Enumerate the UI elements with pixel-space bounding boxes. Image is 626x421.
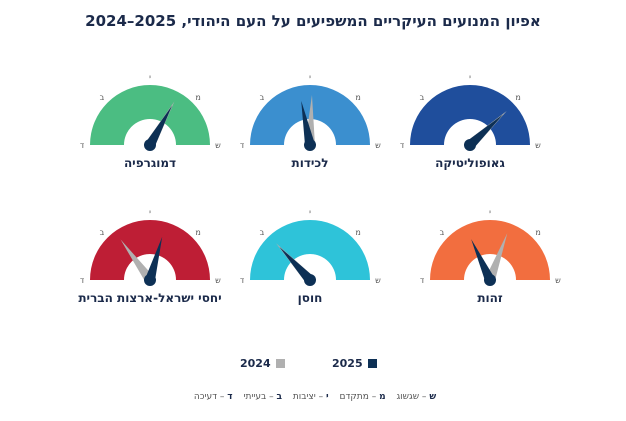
key-abbr: י: [326, 392, 329, 402]
gauge-arc: [90, 220, 210, 280]
gauge-label: זהות: [477, 291, 503, 305]
gauge-tick-label: ש: [215, 276, 221, 285]
gauge-tick-label: ש: [375, 276, 381, 285]
gauge-1: ש מ י ב ד גאופוליטיקה: [400, 73, 541, 170]
key-abbr: ד: [227, 392, 233, 402]
gauge-tick-label: י: [469, 73, 471, 82]
legend-label-2024: 2024: [240, 357, 271, 370]
gauge-tick-label: ד: [80, 141, 85, 150]
gauge-tick-label: ד: [400, 141, 405, 150]
key-abbr: ב: [276, 392, 282, 402]
gauge-tick-label: ב: [260, 228, 265, 237]
legend: 2024 2025: [240, 357, 390, 373]
gauge-4: ש מ י ב ד זהות: [420, 208, 561, 305]
needle-hub: [304, 139, 316, 151]
gauge-tick-label: ד: [420, 276, 425, 285]
chart-title: אפיון המנועים העיקריים המשפיעים על העם ה…: [85, 12, 541, 30]
gauge-tick-label: ב: [260, 93, 265, 102]
gauge-tick-label: י: [309, 73, 311, 82]
gauge-tick-label: מ: [195, 228, 200, 237]
gauge-tick-label: ש: [375, 141, 381, 150]
gauge-label: לכידות: [292, 156, 329, 170]
needle-2025: [279, 246, 314, 284]
gauge-label: דמוגרפיה: [124, 156, 176, 170]
needle-2025: [145, 105, 172, 148]
needle-hub: [464, 139, 476, 151]
needle-2025: [301, 100, 315, 146]
gauge-tick-label: מ: [355, 228, 360, 237]
needle-hub: [304, 274, 316, 286]
gauge-label: יחסי ישראל-ארצות הברית: [78, 291, 221, 305]
key-text: – שגשוג: [396, 392, 430, 402]
key-text: – בעייתי: [243, 392, 277, 402]
legend-item-2025: 2025: [332, 357, 377, 370]
gauge-tick-label: ד: [240, 276, 245, 285]
key-text: – דעיכה: [193, 392, 228, 402]
legend-label-2025: 2025: [332, 357, 363, 370]
gauge-tick-label: ש: [555, 276, 561, 285]
gauge-label: חוסן: [298, 291, 323, 305]
gauge-tick-label: מ: [355, 93, 360, 102]
key-abbr: מ: [379, 392, 386, 402]
gauge-tick-label: ב: [100, 93, 105, 102]
key-abbr: ש: [429, 392, 437, 402]
needle-2025: [145, 236, 163, 282]
gauge-tick-label: י: [489, 208, 491, 217]
gauge-tick-label: ב: [420, 93, 425, 102]
gauge-tick-label: מ: [195, 93, 200, 102]
gauge-tick-label: מ: [535, 228, 540, 237]
gauge-tick-label: ב: [100, 228, 105, 237]
gauge-tick-label: מ: [515, 93, 520, 102]
gauge-tick-label: ש: [215, 141, 221, 150]
legend-swatch-2024: [275, 359, 285, 368]
gauge-tick-label: ש: [535, 141, 541, 150]
gauge-tick-label: י: [149, 208, 151, 217]
needle-2025: [471, 239, 495, 283]
gauge-arc: [430, 220, 550, 280]
gauge-tick-label: ד: [80, 276, 85, 285]
scale-key: ש – שגשוג מ – מתקדם י – יציבות ב – בעיית…: [170, 392, 460, 402]
needle-2024: [485, 233, 508, 282]
gauge-2: ש מ י ב ד לכידות: [240, 73, 381, 170]
gauge-tick-label: י: [309, 208, 311, 217]
key-item-2: מ – מתקדם: [340, 392, 386, 402]
needle-2024: [120, 239, 155, 283]
legend-swatch-2025: [367, 359, 377, 368]
gauge-5: ש מ י ב ד חוסן: [240, 208, 381, 305]
key-item-4: ב – בעייתי: [243, 392, 282, 402]
gauge-arc: [90, 85, 210, 145]
key-item-5: ד – דעיכה: [194, 392, 233, 402]
gauge-tick-label: ד: [240, 141, 245, 150]
needle-hub: [144, 274, 156, 286]
key-item-1: ש – שגשוג: [396, 392, 436, 402]
gauge-tick-label: ב: [440, 228, 445, 237]
key-text: – מתקדם: [339, 392, 380, 402]
needle-hub: [484, 274, 496, 286]
key-item-3: י – יציבות: [293, 392, 329, 402]
legend-item-2024: 2024: [240, 357, 285, 370]
key-text: – יציבות: [292, 392, 326, 402]
gauge-6: ש מ י ב ד יחסי ישראל-ארצות הברית: [78, 208, 221, 305]
gauge-arc: [250, 220, 370, 280]
gauge-label: גאופוליטיקה: [435, 156, 505, 170]
needle-hub: [144, 139, 156, 151]
gauge-arc: [410, 85, 530, 145]
gauge-3: ש מ י ב ד דמוגרפיה: [80, 73, 221, 170]
needle-2025: [466, 114, 504, 149]
gauge-tick-label: י: [149, 73, 151, 82]
